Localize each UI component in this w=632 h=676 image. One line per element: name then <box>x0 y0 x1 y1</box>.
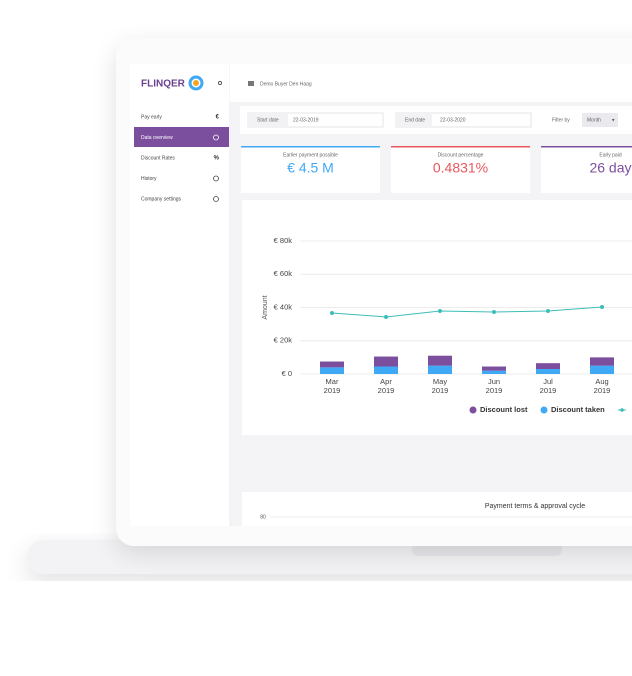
bar-segment <box>536 363 560 370</box>
bar-segment <box>590 357 614 366</box>
kpi-accent <box>541 146 632 148</box>
line-point <box>384 314 388 319</box>
kpi-title: Discount percentage <box>438 152 484 158</box>
bar-segment <box>374 356 398 367</box>
legend-marker <box>540 406 548 414</box>
legend-label[interactable]: Discount taken <box>551 405 605 414</box>
payment-title: Payment terms & approval cycle <box>485 503 585 510</box>
x-tick-label: 2019 <box>378 386 395 395</box>
dropdown-arrow: ▾ <box>612 117 615 123</box>
menu-icon: € <box>216 115 220 121</box>
line-point <box>600 305 604 310</box>
menu-icon <box>213 196 219 202</box>
end-label: End date <box>405 117 425 123</box>
kpi-title: Early paid <box>599 152 621 158</box>
menu-icon: % <box>214 156 220 162</box>
bar-segment <box>536 369 560 374</box>
bar-segment <box>320 367 344 374</box>
kpi-accent <box>391 146 530 148</box>
y-tick-label: € 0 <box>282 369 292 378</box>
kpi-accent <box>241 146 380 148</box>
building-icon <box>248 81 254 86</box>
x-tick-label: 2019 <box>486 386 503 395</box>
menu-item[interactable]: Data overview <box>141 135 173 141</box>
line-series <box>331 306 603 318</box>
line-point <box>438 308 442 313</box>
kpi-card <box>541 146 632 193</box>
filter-value: Month <box>587 117 601 123</box>
menu-icon <box>213 175 219 182</box>
kpi-value: 0.4831% <box>433 160 488 176</box>
start-label: Start date <box>257 117 279 123</box>
y-axis-label: Amount <box>262 295 269 319</box>
menu-active <box>134 127 229 147</box>
legend-marker <box>620 408 624 412</box>
line-point <box>492 309 496 314</box>
chart-panel <box>242 200 632 435</box>
x-tick-label: Mar <box>326 377 339 386</box>
legend-marker <box>469 406 477 414</box>
x-tick-label: 2019 <box>324 386 341 395</box>
y-tick-label: € 80k <box>274 236 293 245</box>
menu-item[interactable]: History <box>141 176 157 182</box>
dynamic: Pay early € Data overview Discount Rates % Hi… <box>141 114 632 414</box>
x-tick-label: 2019 <box>432 386 449 395</box>
company: Demo Buyer Den Haag <box>260 81 312 87</box>
legend-label[interactable]: Discount lost <box>480 405 528 414</box>
menu-item[interactable]: Pay early <box>141 114 162 120</box>
kpi-card <box>391 146 530 193</box>
line-point <box>546 308 550 313</box>
bar-segment <box>428 365 452 374</box>
kpi-card <box>241 146 380 193</box>
brand: FLINQER <box>141 79 186 90</box>
bar-segment <box>590 365 614 374</box>
bar-segment <box>482 370 506 374</box>
screen: FLINQER Demo Buyer Den Haag Start date 2… <box>130 64 632 526</box>
x-tick-label: Aug <box>595 377 608 386</box>
start-value: 22-03-2019 <box>293 117 319 123</box>
brand-logo-dot <box>193 80 199 86</box>
brand-logo <box>188 75 204 91</box>
bar-segment <box>374 366 398 374</box>
payment-ytick: 80 <box>260 514 266 520</box>
line-point <box>330 310 334 315</box>
y-tick-label: € 20k <box>274 336 293 345</box>
end-value: 22-03-2020 <box>440 117 466 123</box>
end-label-bg <box>396 113 432 127</box>
x-tick-label: 2019 <box>540 386 557 395</box>
y-tick-label: € 40k <box>274 302 293 311</box>
payment-panel <box>242 492 632 526</box>
kpi-value: € 4.5 M <box>287 160 334 176</box>
start-label-bg <box>248 113 288 127</box>
y-tick-label: € 60k <box>274 269 293 278</box>
x-tick-label: Jun <box>488 377 500 386</box>
bar-segment <box>482 366 506 371</box>
topbar <box>230 64 632 102</box>
x-tick-label: May <box>433 377 447 386</box>
menu-icon <box>213 134 219 141</box>
filter-label: Filter by <box>552 117 570 123</box>
x-tick-label: Jul <box>543 377 553 386</box>
menu-item[interactable]: Discount Rates <box>141 155 175 161</box>
x-tick-label: 2019 <box>594 386 611 395</box>
bar-segment <box>320 361 344 368</box>
menu-item[interactable]: Company settings <box>141 196 182 202</box>
settings-icon[interactable] <box>217 80 223 86</box>
filter-select[interactable] <box>582 113 618 127</box>
kpi-title: Earlier payment possible <box>283 152 338 158</box>
x-tick-label: Apr <box>380 377 392 386</box>
kpi-value: 26 day <box>589 160 631 176</box>
bar-segment <box>428 355 452 366</box>
